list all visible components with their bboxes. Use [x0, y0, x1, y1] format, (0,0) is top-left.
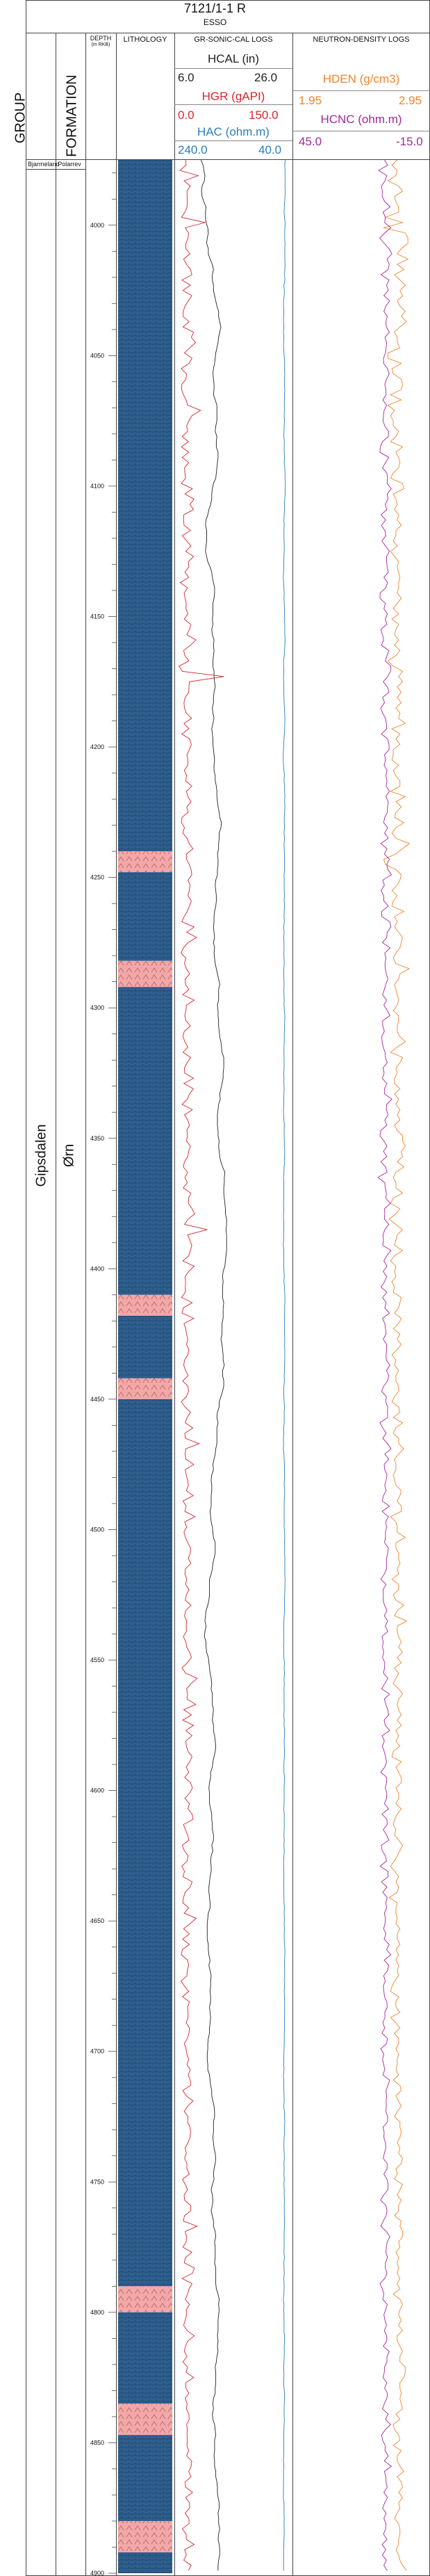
log-curves	[179, 159, 411, 2571]
depth-tick-label: 4250	[90, 874, 104, 881]
lithology-interval	[118, 987, 172, 1295]
depth-tick-label: 4700	[90, 2048, 104, 2055]
depth-tick-label: 4850	[90, 2439, 104, 2446]
hcal-min-label: 6.0	[178, 71, 195, 84]
hcal-curve	[200, 159, 227, 2571]
hgr-curve-name: HGR (gAPI)	[201, 90, 265, 103]
lithology-interval	[118, 160, 172, 852]
depth-tick-label: 4600	[90, 1787, 104, 1794]
hgr-max-label: 150.0	[249, 108, 279, 122]
group-column-header: GROUP	[13, 92, 28, 144]
hgr-curve	[179, 159, 224, 2571]
group-zone-label: Gipsdalen	[33, 1124, 49, 1187]
depth-tick-label: 4050	[90, 352, 104, 359]
depth-tick-label: 4200	[90, 743, 104, 750]
formation-zone-label: Ørn	[61, 1143, 77, 1168]
outer-border	[26, 0, 430, 2576]
depth-tick-label: 4100	[90, 483, 104, 490]
formation-column-header: FORMATION	[64, 74, 80, 157]
hden-curve-name: HDEN (g/cm3)	[322, 72, 400, 86]
hcnc-curve	[377, 159, 392, 2571]
depth-tick-label: 4900	[90, 2570, 104, 2576]
well-operator: ESSO	[203, 17, 227, 27]
gr-sonic-cal-column-header: GR-SONIC-CAL LOGS	[194, 35, 273, 44]
depth-track: 4000 4050 4100 4150 4200 4250 4300 4350 4400 4450…	[90, 172, 116, 2576]
lithology-interval	[118, 2286, 172, 2312]
hcnc-min-label: 45.0	[299, 135, 322, 148]
depth-tick-label: 4500	[90, 1526, 104, 1533]
hac-curve-name: HAC (ohm.m)	[197, 125, 270, 138]
depth-tick-label: 4650	[90, 1917, 104, 1924]
hden-max-label: 2.95	[399, 94, 422, 107]
depth-tick-label: 4350	[90, 1135, 104, 1142]
depth-tick-label: 4800	[90, 2309, 104, 2316]
lithology-interval	[118, 2552, 172, 2573]
hden-curve	[382, 159, 411, 2571]
depth-tick-label: 4000	[90, 222, 104, 229]
lithology-interval	[118, 1294, 172, 1316]
hcal-curve-name: HCAL (in)	[208, 52, 259, 65]
depth-tick-label: 4150	[90, 613, 104, 620]
lithology-interval	[118, 1399, 172, 2287]
depth-tick-label: 4750	[90, 2178, 104, 2185]
depth-tick-label: 4550	[90, 1657, 104, 1664]
well-title: 7121/1-1 R	[183, 1, 247, 15]
lithology-interval	[118, 2404, 172, 2436]
lithology-track	[118, 160, 172, 2573]
hgr-min-label: 0.0	[178, 108, 195, 122]
hden-min-label: 1.95	[299, 94, 322, 107]
depth-unit-label: (m RKB)	[91, 42, 110, 47]
depth-column-header: DEPTH	[90, 35, 112, 42]
depth-tick-label: 4400	[90, 1265, 104, 1272]
hcnc-max-label: -15.0	[396, 135, 423, 148]
formation-zone-label-top: Polarrev	[58, 161, 81, 168]
group-zone-label-top: Bjarmeland	[28, 161, 60, 168]
neutron-density-column-header: NEUTRON-DENSITY LOGS	[313, 35, 410, 44]
lithology-column-header: LITHOLOGY	[123, 35, 167, 44]
hac-min-label: 240.0	[178, 143, 208, 156]
depth-tick-label: 4300	[90, 1004, 104, 1011]
hcnc-curve-name: HCNC (ohm.m)	[320, 113, 402, 126]
lithology-interval	[118, 2435, 172, 2521]
lithology-interval	[118, 2520, 172, 2552]
frame	[26, 0, 430, 2576]
hac-max-label: 40.0	[258, 143, 282, 156]
lithology-interval	[118, 960, 172, 988]
lithology-interval	[118, 2312, 172, 2404]
lithology-interval	[118, 851, 172, 873]
lithology-interval	[118, 1315, 172, 1378]
depth-tick-label: 4450	[90, 1396, 104, 1403]
hcal-max-label: 26.0	[254, 71, 278, 84]
lithology-interval	[118, 872, 172, 961]
hac-curve	[283, 159, 286, 2571]
lithology-interval	[118, 1378, 172, 1399]
